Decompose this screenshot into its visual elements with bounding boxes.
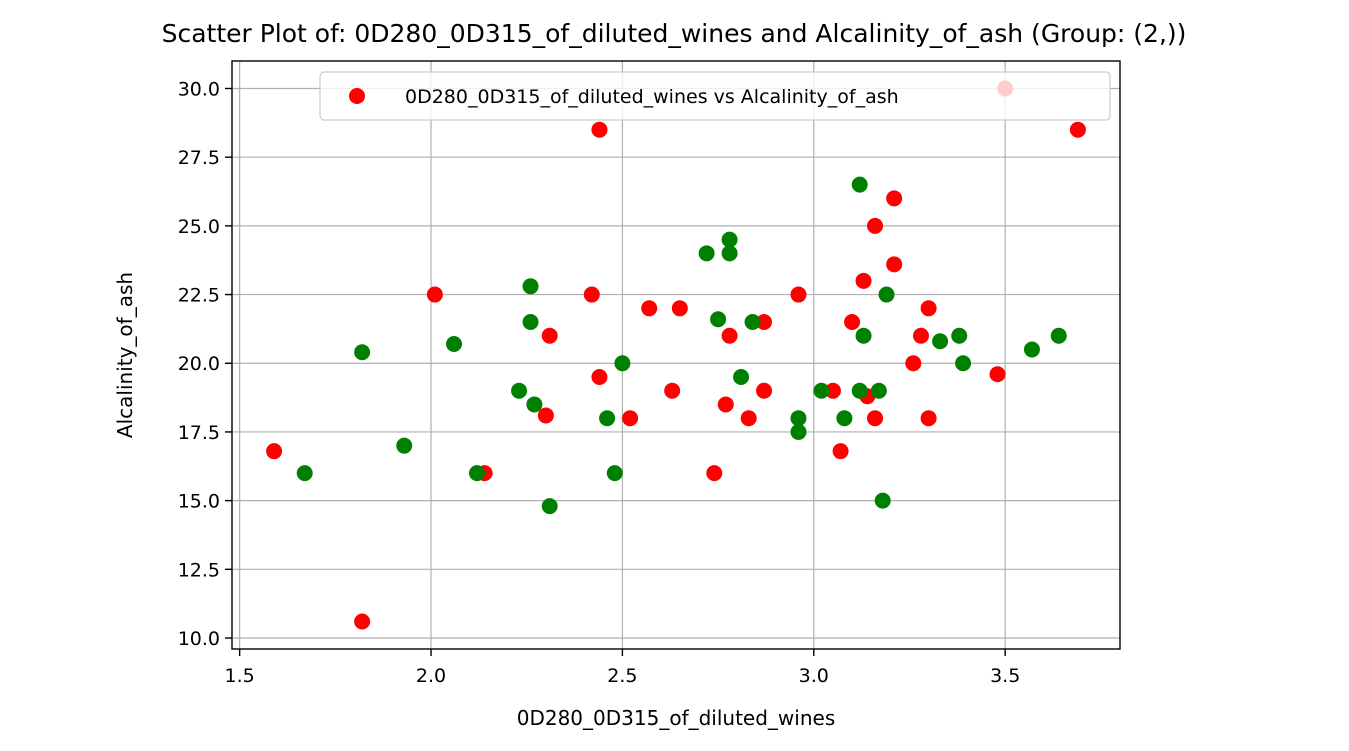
scatter-point (583, 286, 600, 303)
scatter-point (832, 443, 849, 460)
chart-title: Scatter Plot of: 0D280_0D315_of_diluted_… (162, 19, 1187, 48)
y-tick-label: 25.0 (178, 216, 220, 238)
scatter-point (446, 336, 462, 353)
scatter-point (790, 423, 807, 440)
scatter-point (867, 217, 884, 234)
scatter-point (541, 498, 558, 515)
scatter-point (606, 465, 623, 482)
scatter-point (721, 245, 738, 262)
legend-marker (349, 88, 365, 104)
scatter-point (905, 355, 922, 372)
scatter-point (813, 382, 830, 399)
y-axis-label: Alcalinity_of_ash (113, 272, 137, 438)
scatter-point (354, 344, 371, 361)
y-tick-label: 22.5 (178, 285, 220, 307)
scatter-point (354, 613, 371, 630)
scatter-point (874, 492, 891, 509)
scatter-point (955, 355, 972, 372)
scatter-point (622, 410, 639, 427)
scatter-point (912, 327, 929, 344)
x-tick-label: 1.5 (225, 665, 255, 687)
legend-frame (319, 71, 1111, 121)
scatter-point (951, 327, 968, 344)
x-tick-label: 2.5 (607, 665, 637, 687)
y-tick-label: 15.0 (178, 491, 220, 513)
scatter-point (744, 314, 761, 331)
x-tick-label: 2.0 (416, 665, 446, 687)
y-tick-label: 12.5 (178, 559, 220, 581)
scatter-point (522, 278, 539, 295)
scatter-point (721, 327, 738, 344)
scatter-point (717, 396, 734, 413)
axis-ticks: 1.5 2.0 2.5 3.0 3.5 10.0 12.5 15.0 17.5 20.0 22.5 2… (178, 78, 1021, 687)
scatter-point (886, 256, 903, 273)
scatter-point (614, 355, 631, 372)
scatter-point (396, 437, 413, 454)
legend: 0D280_0D315_of_diluted_wines vs Alcalini… (319, 71, 1111, 121)
scatter-point (511, 382, 528, 399)
scatter-point (855, 272, 872, 289)
legend-label: 0D280_0D315_of_diluted_wines vs Alcalini… (405, 86, 899, 108)
scatter-point (537, 407, 554, 424)
scatter-point (886, 190, 903, 207)
scatter-point (599, 410, 616, 427)
scatter-point (855, 327, 872, 344)
y-tick-label: 27.5 (178, 147, 220, 169)
scatter-point (920, 300, 937, 317)
y-tick-label: 30.0 (178, 78, 220, 100)
data-points (266, 80, 1086, 630)
scatter-point (591, 368, 608, 385)
y-tick-label: 10.0 (178, 628, 220, 650)
scatter-point (870, 382, 887, 399)
x-tick-label: 3.5 (990, 665, 1020, 687)
scatter-point (721, 231, 738, 248)
scatter-point (426, 286, 443, 303)
scatter-point (790, 410, 807, 427)
scatter-point (836, 410, 853, 427)
scatter-point (867, 410, 884, 427)
scatter-point (824, 382, 841, 399)
scatter-point (1050, 327, 1067, 344)
scatter-point (664, 382, 681, 399)
x-tick-label: 3.0 (799, 665, 829, 687)
scatter-point (468, 465, 485, 482)
scatter-point (706, 465, 723, 482)
scatter-point (266, 443, 283, 460)
scatter-point (296, 465, 313, 482)
scatter-point (851, 382, 868, 399)
scatter-point (733, 368, 750, 385)
scatter-point (790, 286, 807, 303)
scatter-point (698, 245, 715, 262)
scatter-point (878, 286, 895, 303)
y-tick-label: 17.5 (178, 422, 220, 444)
scatter-point (756, 382, 773, 399)
scatter-point (526, 396, 543, 413)
y-tick-label: 20.0 (178, 353, 220, 375)
scatter-point (844, 314, 861, 331)
scatter-point (1069, 121, 1086, 138)
scatter-point (641, 300, 658, 317)
scatter-point (920, 410, 937, 427)
scatter-point (989, 366, 1006, 383)
plot-area-frame (231, 60, 1121, 650)
scatter-point (522, 314, 539, 331)
scatter-point (932, 333, 949, 350)
scatter-point (851, 176, 868, 193)
scatter-point (541, 327, 558, 344)
scatter-point (671, 300, 688, 317)
x-axis-label: 0D280_0D315_of_diluted_wines (517, 706, 836, 730)
scatter-point (1023, 341, 1040, 358)
scatter-point (756, 314, 773, 331)
scatter-point (591, 121, 608, 138)
scatter-point (740, 410, 757, 427)
scatter-point (710, 311, 727, 328)
